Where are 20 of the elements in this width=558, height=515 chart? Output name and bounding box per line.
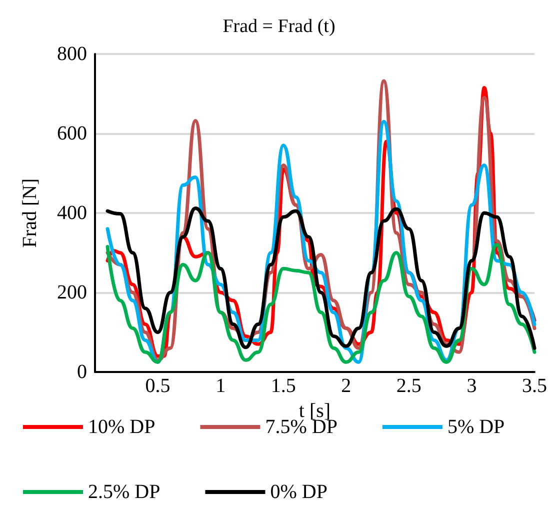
- x-tick-label: 2: [341, 375, 352, 397]
- legend-label: 0% DP: [270, 481, 328, 503]
- legend-label: 10% DP: [88, 416, 156, 438]
- x-tick-label: 0.5: [145, 375, 170, 397]
- y-tick-label: 600: [57, 122, 87, 144]
- y-axis-title: Frad [N]: [19, 178, 41, 248]
- y-tick-label: 400: [57, 202, 87, 224]
- line-series: [106, 206, 536, 350]
- x-tick-label: 3.5: [522, 375, 547, 397]
- line-series: [106, 243, 536, 364]
- legend-label: 2.5% DP: [88, 481, 160, 503]
- y-tick-label: 200: [57, 282, 87, 304]
- x-tick-label: 1: [216, 375, 226, 397]
- x-tick-label: 2.5: [396, 375, 422, 397]
- y-tick-label: 0: [77, 361, 87, 383]
- legend-label: 5% DP: [447, 416, 505, 438]
- chart-title: Frad = Frad (t): [222, 16, 336, 37]
- x-tick-label: 3: [466, 375, 477, 397]
- y-tick-label: 800: [57, 43, 87, 65]
- x-tick-label: 1.5: [270, 375, 296, 397]
